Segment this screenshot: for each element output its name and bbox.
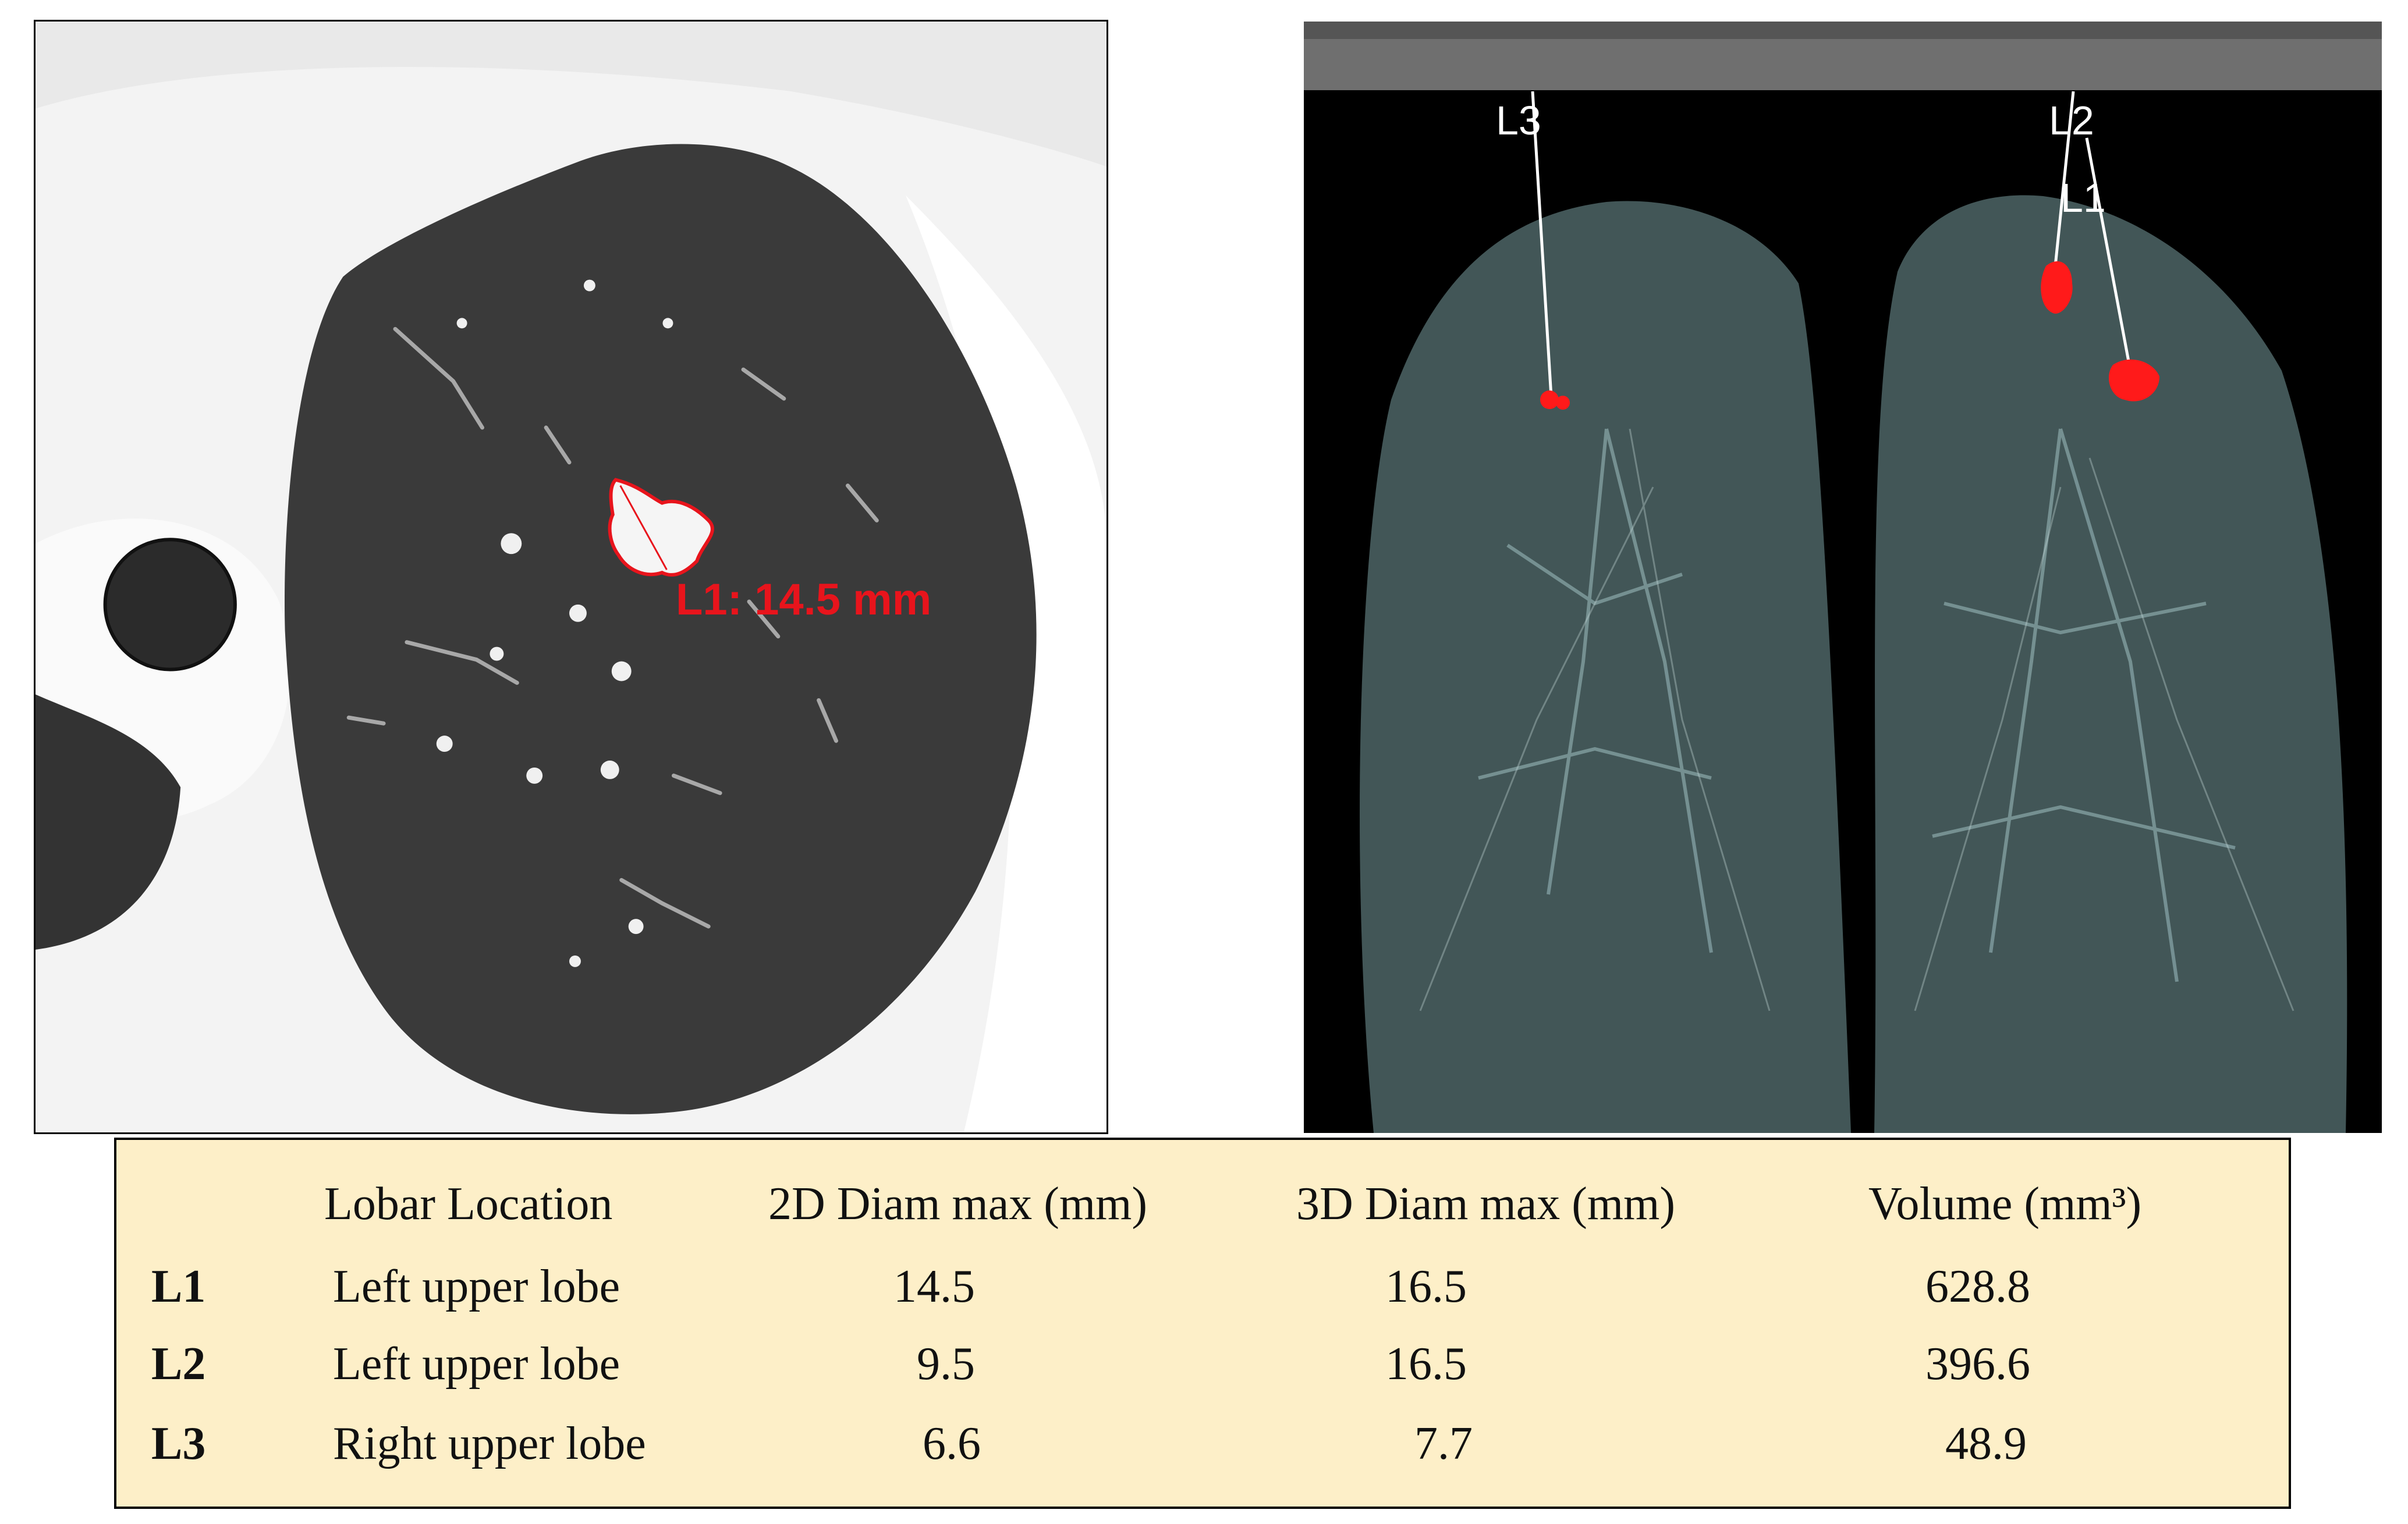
- row-location: Left upper lobe: [333, 1261, 620, 1312]
- lung-render-graphic: [1304, 22, 2382, 1133]
- header-2d-diam: 2D Diam max (mm): [768, 1178, 1147, 1230]
- lesion-label-l3: L3: [1496, 98, 1541, 143]
- header-volume: Volume (mm³): [1868, 1178, 2142, 1230]
- row-id: L3: [151, 1418, 206, 1469]
- row-volume: 396.6: [1925, 1338, 2030, 1390]
- row-diam2d: 9.5: [917, 1338, 975, 1390]
- row-location: Right upper lobe: [333, 1418, 646, 1469]
- row-diam3d: 7.7: [1414, 1418, 1473, 1469]
- row-id: L2: [151, 1338, 206, 1390]
- header-lobar-location: Lobar Location: [324, 1178, 613, 1230]
- ct-scan-graphic: [36, 22, 1107, 1132]
- row-id: L1: [151, 1261, 206, 1312]
- ct-axial-image: L1: 14.5 mm: [34, 20, 1108, 1134]
- volume-rendering-image: L3 L2 L1: [1304, 22, 2382, 1133]
- lesion-measurement-table: Lobar Location 2D Diam max (mm) 3D Diam …: [114, 1138, 2291, 1509]
- header-3d-diam: 3D Diam max (mm): [1296, 1178, 1675, 1230]
- row-location: Left upper lobe: [333, 1338, 620, 1390]
- row-diam3d: 16.5: [1385, 1338, 1467, 1390]
- row-diam2d: 6.6: [923, 1418, 981, 1469]
- row-diam3d: 16.5: [1385, 1261, 1467, 1312]
- measurement-label: L1: 14.5 mm: [676, 575, 932, 624]
- row-diam2d: 14.5: [893, 1261, 975, 1312]
- row-volume: 48.9: [1945, 1418, 2027, 1469]
- lesion-label-l1: L1: [2061, 175, 2106, 221]
- row-volume: 628.8: [1925, 1261, 2030, 1312]
- lesion-label-l2: L2: [2049, 98, 2094, 143]
